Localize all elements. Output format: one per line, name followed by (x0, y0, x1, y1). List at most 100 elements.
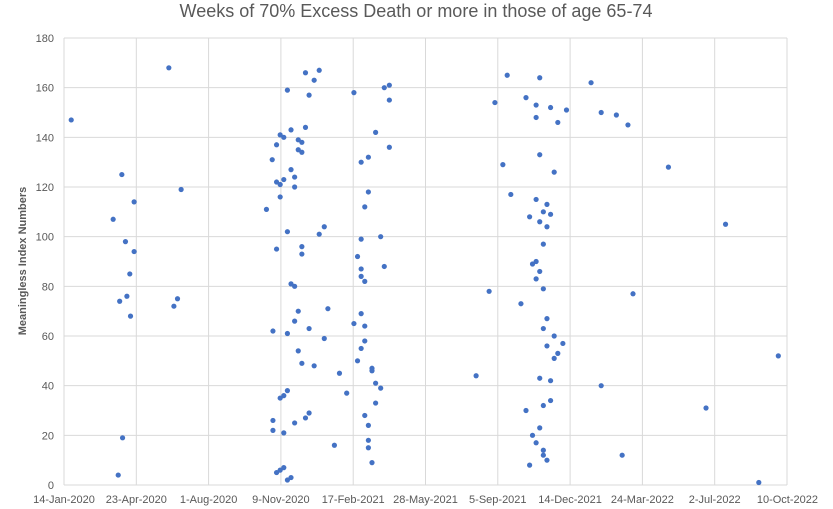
data-point (523, 407, 529, 414)
data-point (775, 353, 781, 359)
y-tick-label: 20 (42, 430, 54, 442)
data-point (540, 402, 546, 409)
data-point (529, 432, 536, 438)
data-point (299, 139, 305, 145)
y-tick-label: 180 (36, 33, 54, 45)
data-point (369, 368, 375, 374)
data-point (504, 72, 510, 78)
data-point (68, 117, 74, 123)
data-point (117, 298, 123, 304)
data-point (486, 288, 492, 294)
data-point (365, 445, 371, 451)
data-point (299, 149, 305, 155)
data-point (598, 109, 604, 116)
data-point (277, 194, 283, 200)
data-point (127, 271, 133, 277)
data-point (533, 102, 539, 108)
data-point (563, 107, 570, 113)
data-point (174, 296, 181, 302)
data-point (325, 306, 331, 312)
data-point (263, 206, 270, 212)
data-point (547, 397, 554, 404)
data-point (131, 248, 137, 255)
data-point (302, 70, 309, 76)
y-tick-label: 0 (48, 480, 54, 492)
data-point (544, 224, 550, 230)
data-point (703, 405, 709, 411)
data-point (124, 293, 130, 299)
data-point (378, 385, 384, 391)
data-point (537, 425, 543, 431)
y-tick-label: 40 (42, 381, 54, 393)
data-point (299, 244, 305, 250)
data-point (171, 303, 177, 309)
data-point (533, 440, 539, 446)
chart-title: Weeks of 70% Excess Death or more in tho… (180, 1, 653, 21)
data-point (336, 370, 343, 376)
data-point (492, 99, 498, 106)
data-point (537, 75, 543, 81)
data-point (270, 328, 276, 334)
data-point (619, 452, 625, 458)
data-point (365, 437, 371, 443)
data-point (284, 330, 291, 337)
data-point (281, 393, 287, 399)
data-point (284, 87, 291, 93)
data-point (299, 251, 305, 257)
data-point (281, 176, 287, 183)
data-point (551, 169, 557, 175)
data-point (386, 144, 392, 150)
x-tick-label: 5-Sep-2021 (469, 494, 527, 506)
x-tick-label: 14-Dec-2021 (538, 494, 602, 506)
data-point (365, 189, 371, 195)
data-point (625, 122, 631, 128)
data-point (358, 236, 364, 242)
y-tick-label: 60 (42, 331, 54, 343)
data-point (277, 181, 283, 188)
data-point (722, 221, 729, 227)
gridlines (63, 37, 788, 486)
data-point (533, 114, 539, 121)
data-point (540, 452, 546, 458)
data-point (311, 77, 317, 83)
data-point (362, 204, 368, 210)
data-point (288, 474, 294, 481)
data-point (331, 442, 338, 448)
data-points (68, 65, 781, 486)
data-point (281, 134, 287, 140)
data-point (316, 67, 322, 73)
data-point (527, 462, 533, 468)
data-point (518, 301, 524, 307)
data-point (533, 276, 539, 282)
y-tick-label: 160 (36, 83, 54, 95)
data-point (166, 65, 172, 71)
data-point (311, 363, 317, 369)
data-point (369, 460, 375, 466)
data-point (386, 82, 392, 88)
data-point (537, 375, 543, 381)
data-point (365, 154, 371, 160)
data-point (598, 383, 604, 389)
data-point (362, 323, 368, 329)
data-point (537, 219, 543, 225)
y-tick-label: 100 (36, 232, 54, 244)
data-point (354, 358, 361, 364)
data-point (270, 417, 276, 424)
data-point (537, 268, 543, 275)
data-point (321, 224, 327, 230)
data-point (119, 171, 125, 178)
data-point (386, 97, 392, 103)
data-point (378, 234, 384, 240)
data-point (273, 142, 280, 148)
data-point (127, 313, 134, 319)
data-point (547, 378, 554, 384)
data-point (555, 119, 561, 126)
data-point (381, 85, 387, 91)
x-tick-label: 24-Mar-2022 (611, 494, 674, 506)
data-point (358, 311, 364, 317)
data-point (295, 308, 301, 314)
data-point (292, 318, 298, 324)
data-point (358, 345, 364, 352)
